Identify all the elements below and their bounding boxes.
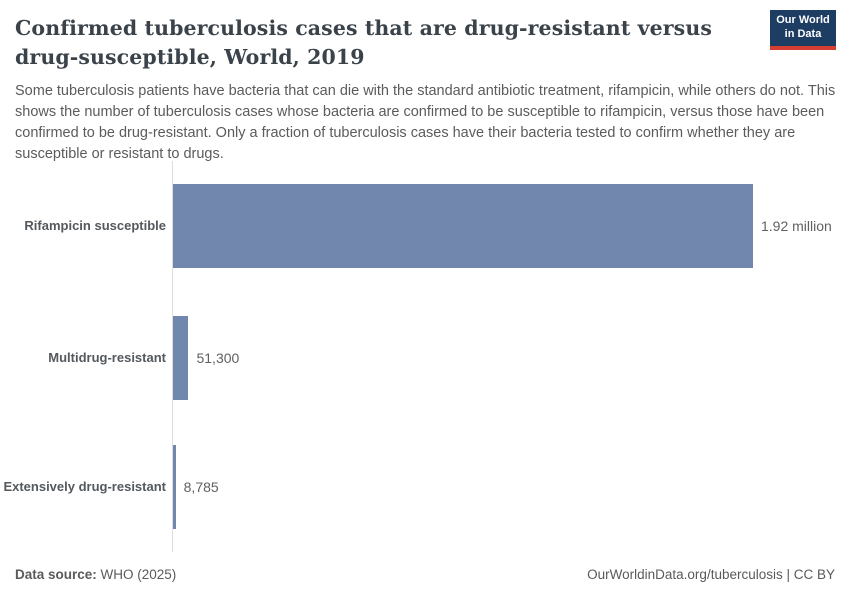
category-label: Rifampicin susceptible	[24, 218, 166, 234]
bar-chart: Rifampicin susceptible 1.92 million Mult…	[0, 161, 850, 552]
data-source-label: Data source:	[15, 567, 97, 582]
chart-subtitle: Some tuberculosis patients have bacteria…	[15, 83, 836, 162]
owid-logo[interactable]: Our World in Data	[770, 10, 836, 50]
data-source: Data source: WHO (2025)	[15, 567, 176, 582]
owid-url-link[interactable]: OurWorldinData.org/tuberculosis | CC BY	[587, 567, 835, 582]
data-source-value: WHO (2025)	[96, 567, 177, 582]
y-axis-line	[172, 161, 173, 552]
chart-footer: Data source: WHO (2025) OurWorldinData.o…	[15, 567, 835, 582]
category-label: Extensively drug-resistant	[3, 479, 166, 495]
bar	[173, 316, 189, 400]
value-label: 51,300	[196, 350, 240, 366]
bar-row: Multidrug-resistant 51,300	[0, 316, 850, 400]
owid-logo-line2: in Data	[784, 28, 822, 40]
value-label: 8,785	[183, 479, 219, 495]
owid-logo-line1: Our World	[776, 14, 830, 27]
bar-row: Rifampicin susceptible 1.92 million	[0, 184, 850, 268]
bar	[173, 445, 176, 529]
category-label: Multidrug-resistant	[48, 350, 166, 366]
value-label: 1.92 million	[761, 218, 832, 234]
page-title: Confirmed tuberculosis cases that are dr…	[15, 16, 712, 69]
bar-row: Extensively drug-resistant 8,785	[0, 445, 850, 529]
bar	[173, 184, 753, 268]
